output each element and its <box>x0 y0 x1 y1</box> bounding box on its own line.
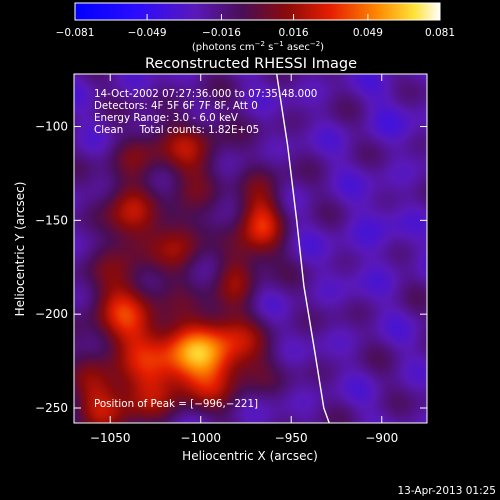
unit-part-3: asec <box>284 42 310 53</box>
peak-position-label: Position of Peak = [−996,−221] <box>94 398 258 410</box>
solar-limb-line <box>276 74 330 423</box>
unit-part-2: s <box>265 42 273 53</box>
colorbar: −0.081 −0.049 −0.016 0.016 0.049 0.081 (photo… <box>56 2 455 53</box>
annotation-clean: Clean Total counts: 1.82E+05 <box>94 124 259 136</box>
colorbar-tick-label: −0.081 <box>56 27 95 39</box>
chart-title: Reconstructed RHESSI Image <box>145 56 357 72</box>
colorbar-ticks: −0.081 −0.049 −0.016 0.016 0.049 0.081 <box>56 14 455 39</box>
y-tick-label: −250 <box>35 401 68 415</box>
timestamp: 13-Apr-2013 01:25 <box>397 485 496 497</box>
unit-part-4: ) <box>320 42 324 53</box>
unit-exp-3: −2 <box>310 40 320 48</box>
x-tick-label: −1000 <box>180 431 221 445</box>
plot-area: 14-Oct-2002 07:27:36.000 to 07:35:48.000… <box>35 73 428 445</box>
plot-frame <box>73 73 428 424</box>
annotation-detectors: Detectors: 4F 5F 6F 7F 8F, Att 0 <box>94 100 258 112</box>
image-annotations: 14-Oct-2002 07:27:36.000 to 07:35:48.000… <box>94 88 317 410</box>
unit-exp-1: −2 <box>255 40 265 48</box>
colorbar-tick-label: −0.049 <box>128 27 167 39</box>
colorbar-frame <box>74 2 441 21</box>
colorbar-tick-label: −0.016 <box>202 27 241 39</box>
colorbar-unit: (photons cm−2 s−1 asec−2) <box>192 40 324 53</box>
annotation-energy: Energy Range: 3.0 - 6.0 keV <box>94 112 238 124</box>
heatmap-image <box>74 74 427 423</box>
y-tick-label: −200 <box>35 307 68 321</box>
unit-exp-2: −1 <box>273 40 283 48</box>
x-tick-label: −1050 <box>90 431 131 445</box>
x-tick-label: −900 <box>365 431 398 445</box>
y-axis-label: Heliocentric Y (arcsec) <box>13 182 27 317</box>
x-axis-label: Heliocentric X (arcsec) <box>182 449 318 463</box>
x-tick-label: −950 <box>275 431 308 445</box>
colorbar-gradient <box>75 3 440 20</box>
x-axis-ticks: −1050 −1000 −950 −900 <box>90 74 398 445</box>
annotation-time: 14-Oct-2002 07:27:36.000 to 07:35:48.000 <box>94 88 317 100</box>
y-tick-label: −150 <box>35 213 68 227</box>
colorbar-tick-label: 0.016 <box>279 27 309 39</box>
unit-part-1: (photons cm <box>192 42 255 53</box>
y-tick-label: −100 <box>35 120 68 134</box>
colorbar-tick-label: 0.049 <box>353 27 383 39</box>
colorbar-tick-label: 0.081 <box>425 27 455 39</box>
y-axis-ticks: −100 −150 −200 −250 <box>35 120 427 415</box>
